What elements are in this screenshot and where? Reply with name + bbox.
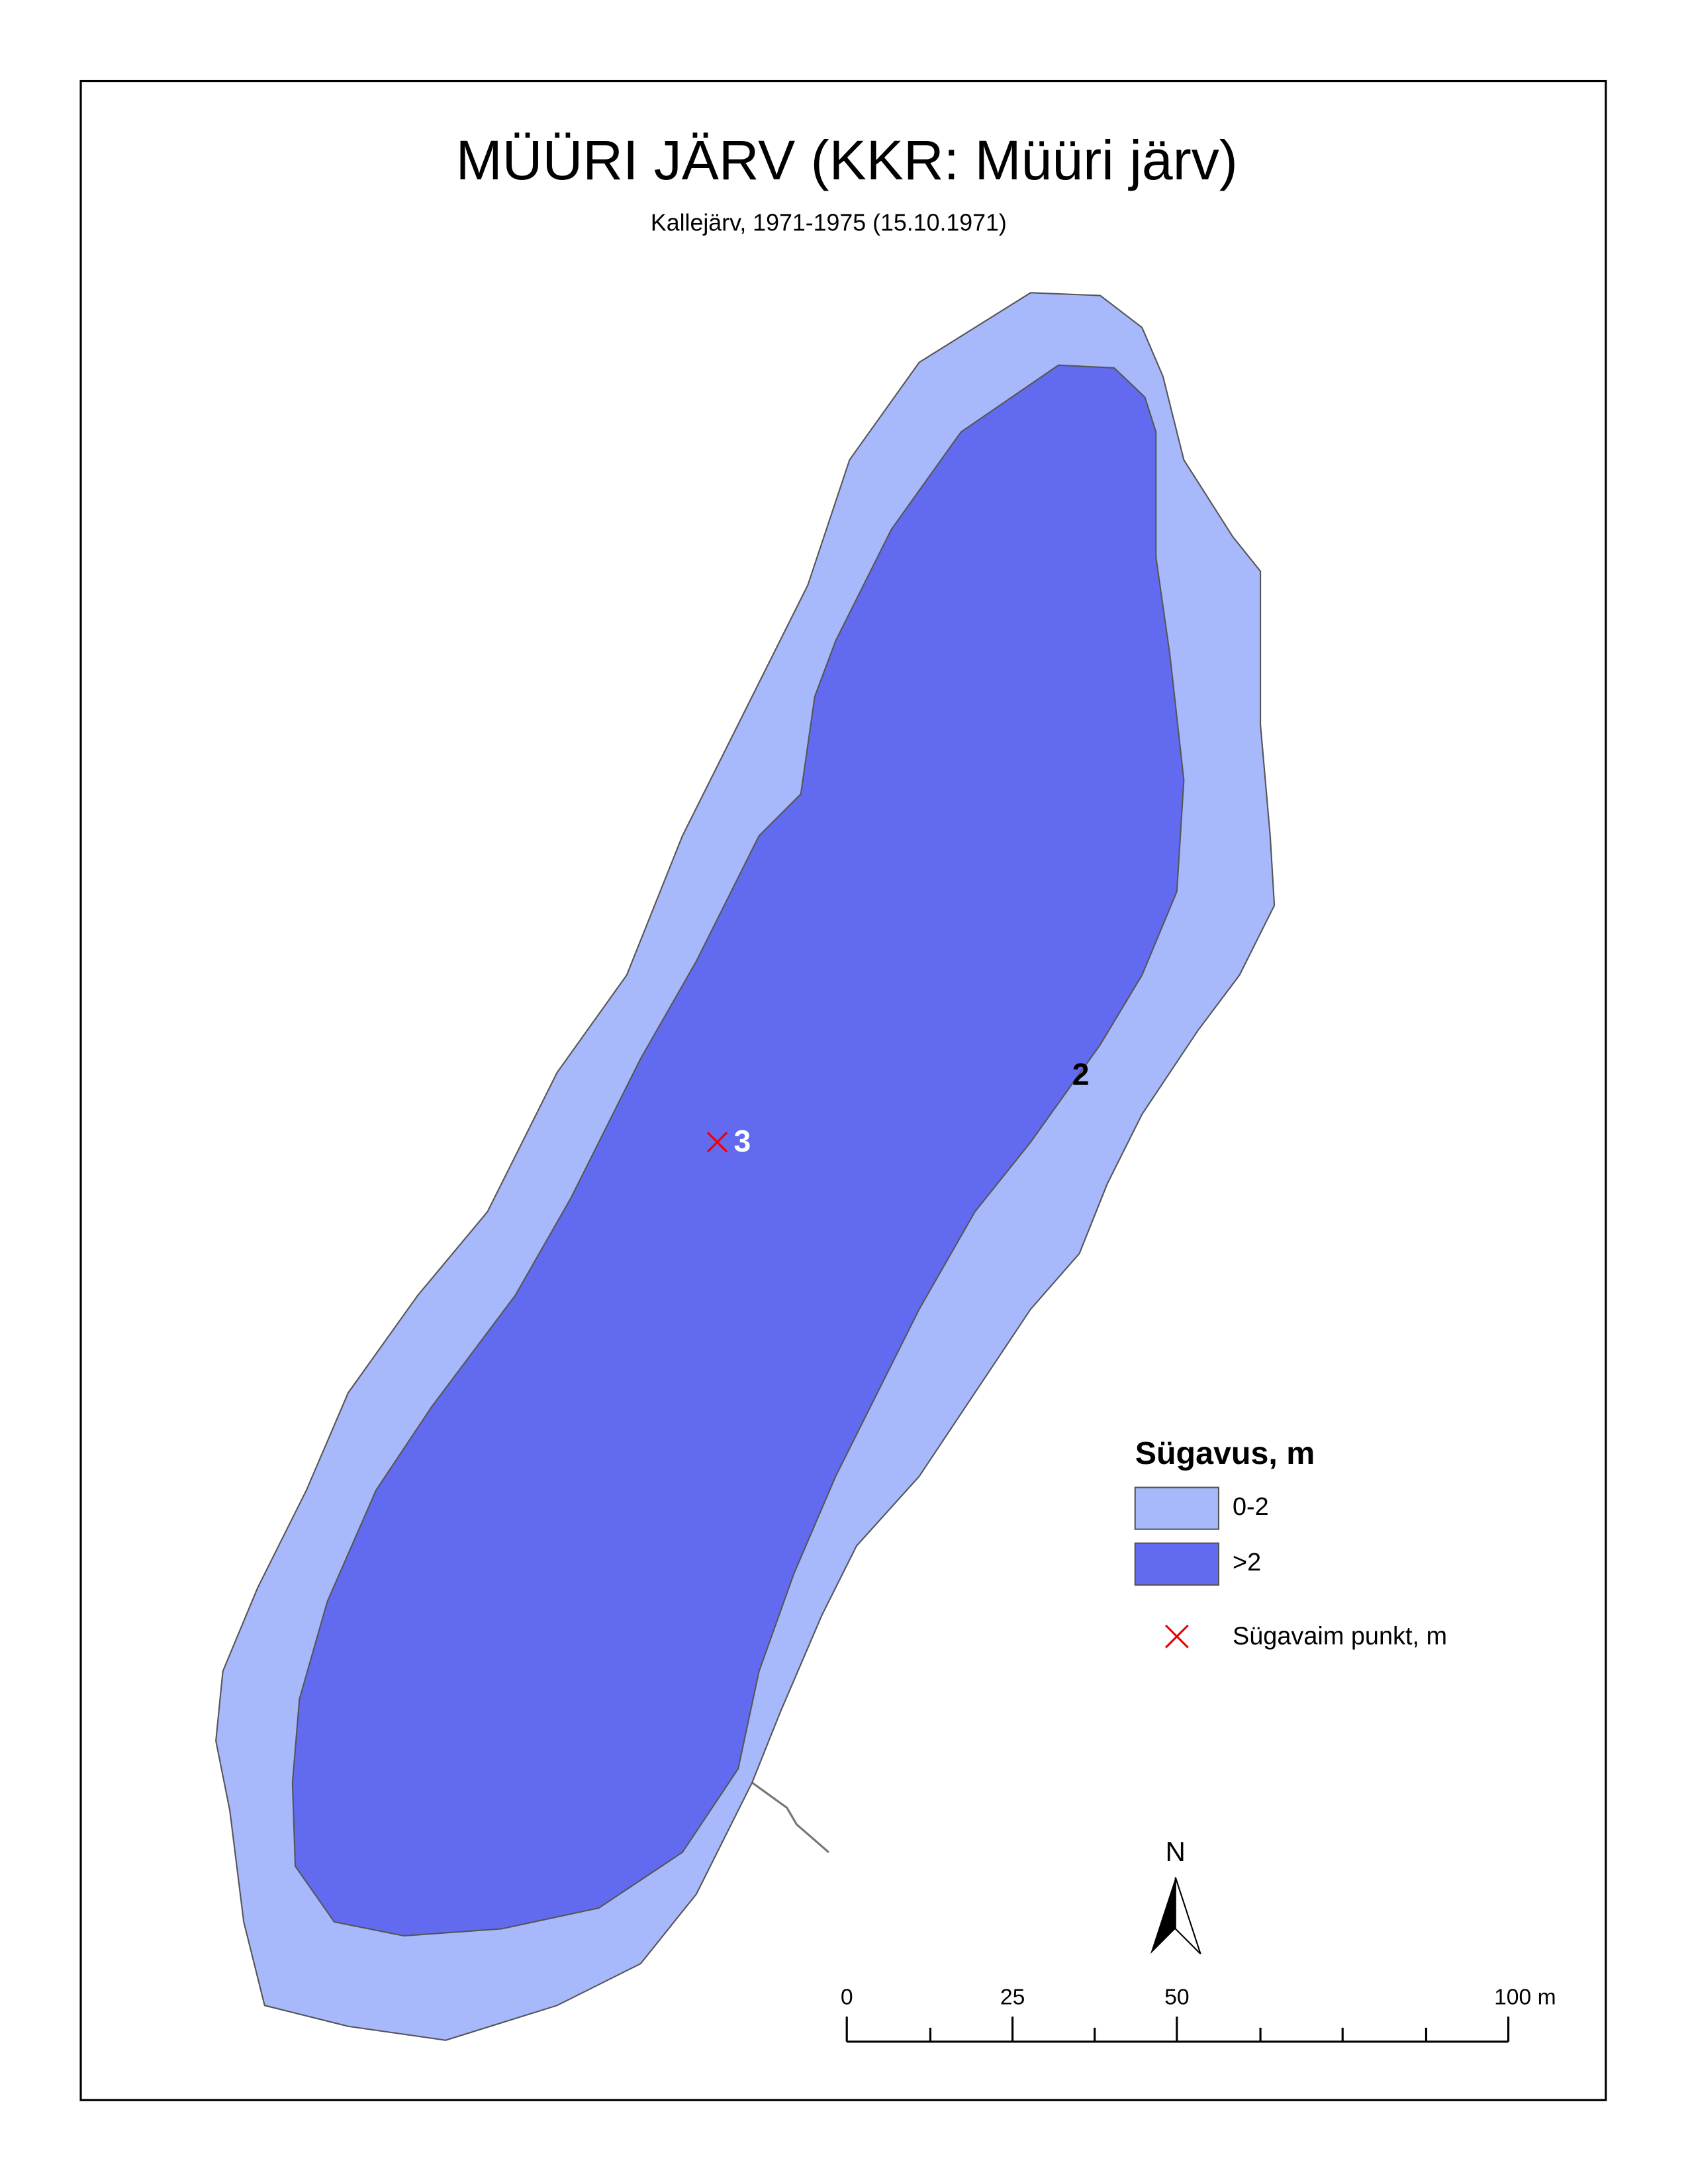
legend-swatch: [1134, 1542, 1220, 1586]
north-arrow: [1174, 1877, 1201, 1955]
legend-marker: [1164, 1624, 1189, 1649]
legend-label: >2: [1233, 1549, 1261, 1576]
north-label: N: [1166, 1836, 1186, 1867]
scale-label: 50: [1164, 1985, 1189, 2010]
deepest-point: [706, 1131, 728, 1153]
title: MÜÜRI JÄRV (KKR: Müüri järv): [456, 129, 1238, 191]
scale-label: 25: [1000, 1985, 1025, 2010]
legend-title: Sügavus, m: [1135, 1435, 1315, 1471]
legend-swatch: [1134, 1486, 1220, 1530]
scale-bar: [845, 2017, 1510, 2043]
stream: [751, 1782, 829, 1853]
frame: [79, 79, 1607, 2101]
deepest-depth-label: 3: [734, 1124, 751, 1158]
scale-label: 100 m: [1494, 1985, 1556, 2010]
depth-zone-deep: [291, 364, 1185, 1937]
legend-label: 0-2: [1233, 1493, 1269, 1521]
contour-label: 2: [1072, 1057, 1090, 1091]
scale-label: 0: [841, 1985, 853, 2010]
legend-label: Sügavaim punkt, m: [1233, 1623, 1447, 1651]
subtitle: Kallejärv, 1971-1975 (15.10.1971): [651, 210, 1007, 236]
